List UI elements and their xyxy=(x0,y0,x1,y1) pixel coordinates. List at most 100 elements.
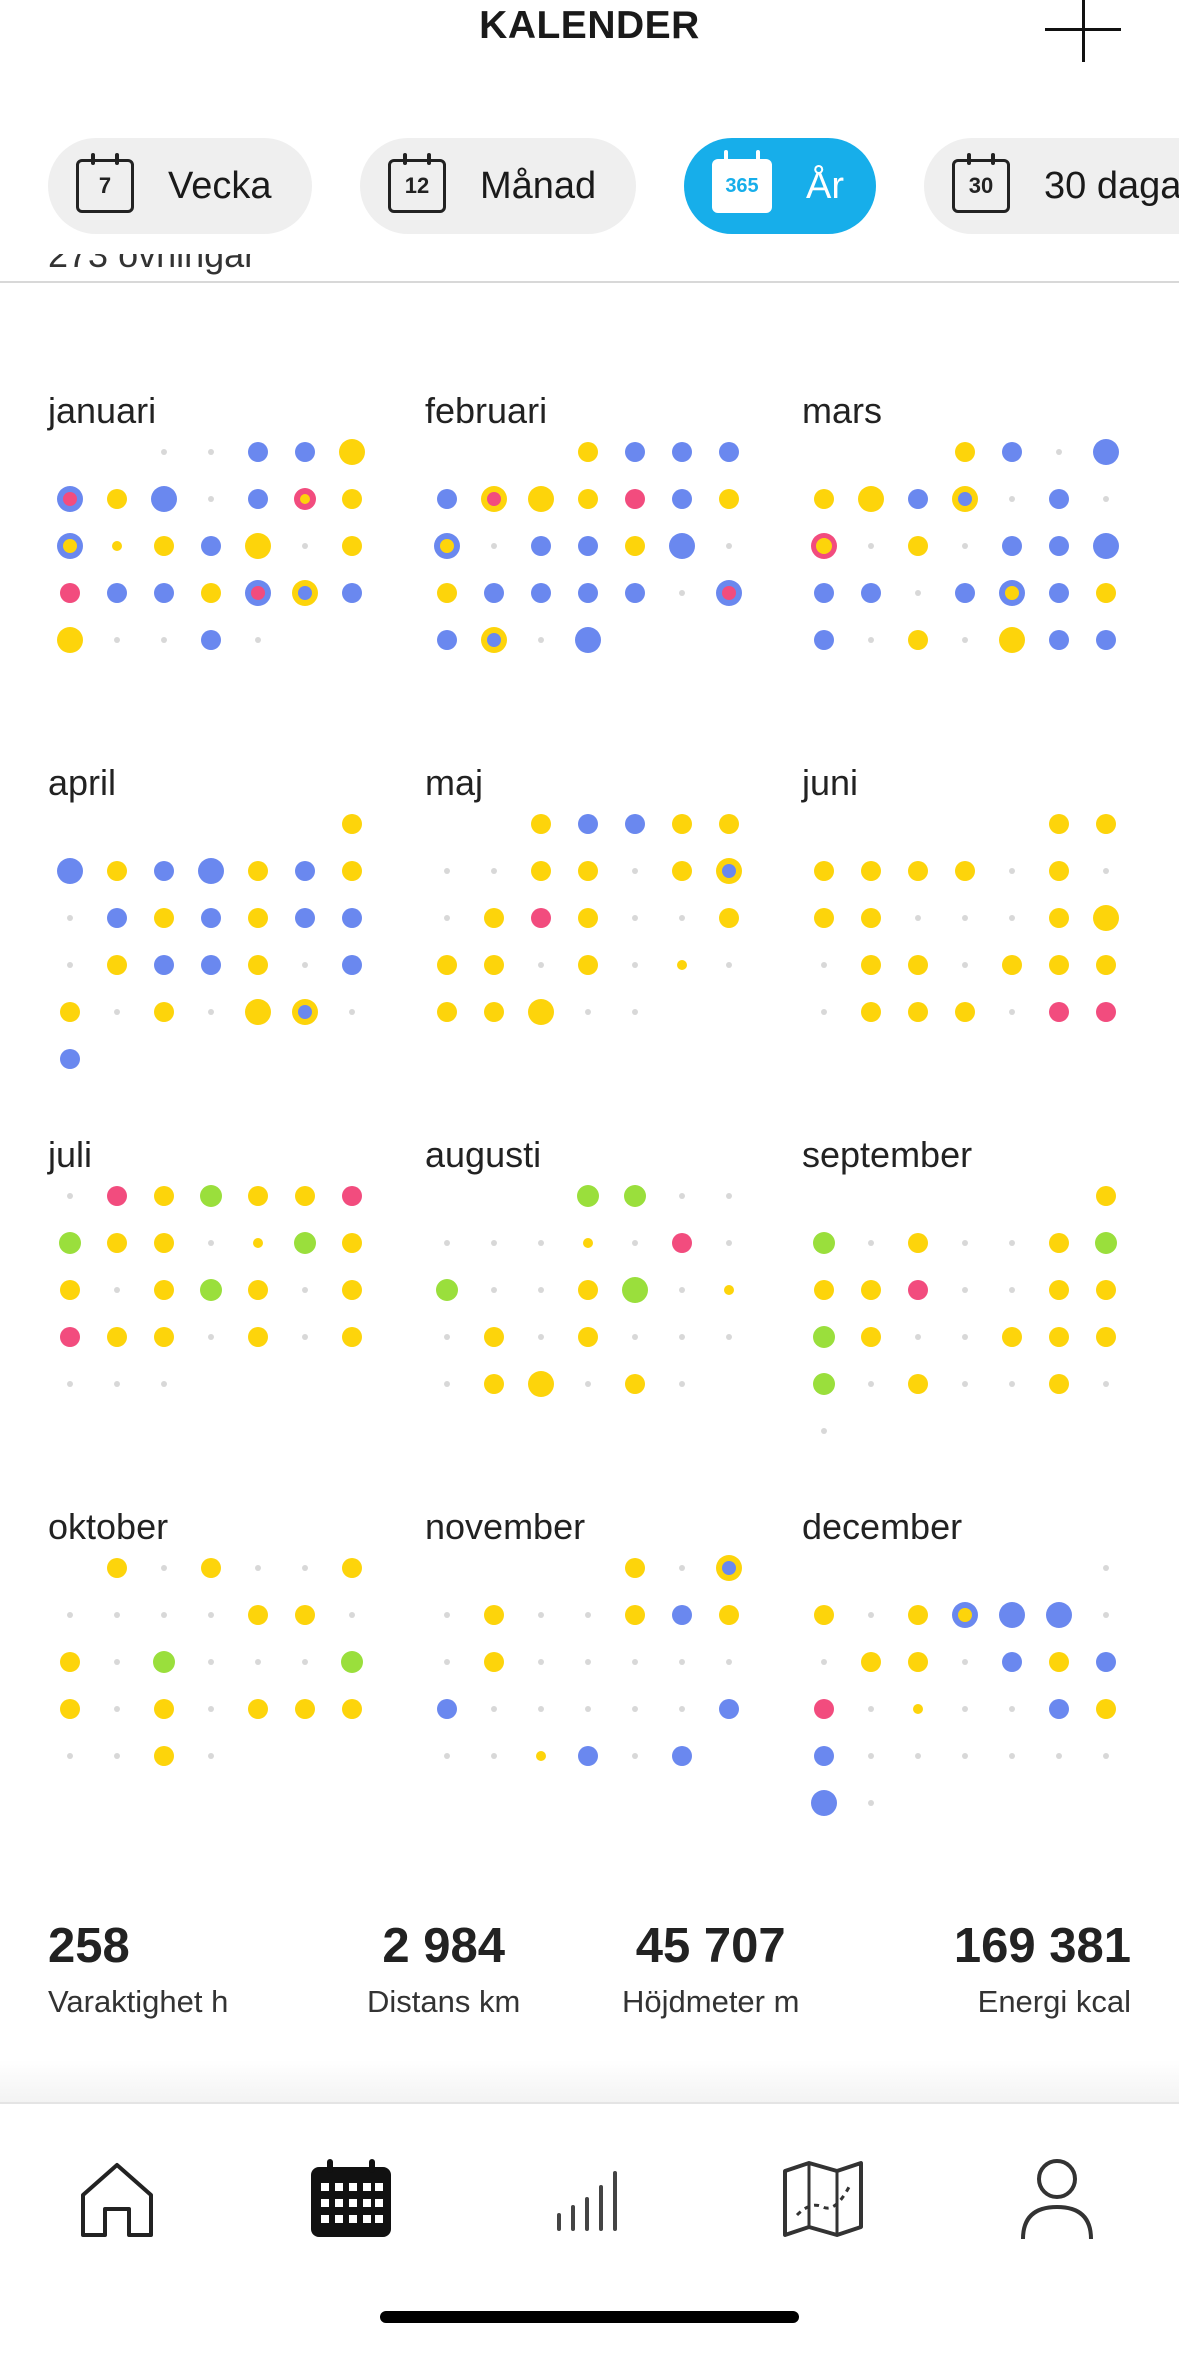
tab-year[interactable]: 365 År xyxy=(684,138,876,234)
day-dot[interactable] xyxy=(437,630,457,650)
day-dot[interactable] xyxy=(245,580,271,606)
day-dot[interactable] xyxy=(154,1280,174,1300)
day-dot[interactable] xyxy=(114,1612,120,1618)
day-dot[interactable] xyxy=(578,955,598,975)
day-dot[interactable] xyxy=(484,1002,504,1022)
day-dot[interactable] xyxy=(484,1605,504,1625)
day-dot[interactable] xyxy=(208,1612,214,1618)
day-dot[interactable] xyxy=(578,1280,598,1300)
day-dot[interactable] xyxy=(679,1193,685,1199)
day-dot[interactable] xyxy=(1049,489,1069,509)
day-dot[interactable] xyxy=(248,1186,268,1206)
day-dot[interactable] xyxy=(302,962,308,968)
day-dot[interactable] xyxy=(342,489,362,509)
month-juni[interactable]: juni xyxy=(802,762,1132,1062)
day-dot[interactable] xyxy=(437,1002,457,1022)
day-dot[interactable] xyxy=(1002,536,1022,556)
day-dot[interactable] xyxy=(813,1373,835,1395)
day-dot[interactable] xyxy=(1096,1280,1116,1300)
day-dot[interactable] xyxy=(811,1790,837,1816)
day-dot[interactable] xyxy=(107,1186,127,1206)
day-dot[interactable] xyxy=(255,637,261,643)
day-dot[interactable] xyxy=(444,1240,450,1246)
day-dot[interactable] xyxy=(952,486,978,512)
day-dot[interactable] xyxy=(814,1746,834,1766)
day-dot[interactable] xyxy=(154,536,174,556)
day-dot[interactable] xyxy=(625,1605,645,1625)
day-dot[interactable] xyxy=(484,955,504,975)
day-dot[interactable] xyxy=(1009,1009,1015,1015)
day-dot[interactable] xyxy=(1095,1232,1117,1254)
day-dot[interactable] xyxy=(632,1659,638,1665)
day-dot[interactable] xyxy=(437,583,457,603)
day-dot[interactable] xyxy=(1009,1381,1015,1387)
day-dot[interactable] xyxy=(585,1612,591,1618)
day-dot[interactable] xyxy=(583,1238,593,1248)
day-dot[interactable] xyxy=(1103,868,1109,874)
day-dot[interactable] xyxy=(60,1002,80,1022)
day-dot[interactable] xyxy=(114,1753,120,1759)
day-dot[interactable] xyxy=(622,1277,648,1303)
day-dot[interactable] xyxy=(114,1009,120,1015)
day-dot[interactable] xyxy=(444,1753,450,1759)
day-dot[interactable] xyxy=(1103,496,1109,502)
day-dot[interactable] xyxy=(295,1699,315,1719)
day-dot[interactable] xyxy=(1002,955,1022,975)
day-dot[interactable] xyxy=(538,1240,544,1246)
day-dot[interactable] xyxy=(200,1279,222,1301)
day-dot[interactable] xyxy=(1009,1287,1015,1293)
day-dot[interactable] xyxy=(302,1565,308,1571)
day-dot[interactable] xyxy=(248,955,268,975)
day-dot[interactable] xyxy=(1049,1280,1069,1300)
day-dot[interactable] xyxy=(625,489,645,509)
day-dot[interactable] xyxy=(295,1605,315,1625)
month-mars[interactable]: mars xyxy=(802,390,1132,690)
day-dot[interactable] xyxy=(625,1374,645,1394)
day-dot[interactable] xyxy=(1049,1652,1069,1672)
day-dot[interactable] xyxy=(538,1659,544,1665)
day-dot[interactable] xyxy=(342,814,362,834)
month-september[interactable]: september xyxy=(802,1134,1132,1434)
nav-calendar[interactable] xyxy=(306,2154,396,2244)
day-dot[interactable] xyxy=(208,496,214,502)
day-dot[interactable] xyxy=(814,1280,834,1300)
day-dot[interactable] xyxy=(248,1327,268,1347)
day-dot[interactable] xyxy=(201,955,221,975)
day-dot[interactable] xyxy=(294,1232,316,1254)
day-dot[interactable] xyxy=(107,583,127,603)
day-dot[interactable] xyxy=(578,908,598,928)
day-dot[interactable] xyxy=(1096,583,1116,603)
day-dot[interactable] xyxy=(528,486,554,512)
day-dot[interactable] xyxy=(107,908,127,928)
day-dot[interactable] xyxy=(632,1009,638,1015)
day-dot[interactable] xyxy=(672,814,692,834)
day-dot[interactable] xyxy=(1049,1699,1069,1719)
day-dot[interactable] xyxy=(1096,1327,1116,1347)
day-dot[interactable] xyxy=(679,915,685,921)
day-dot[interactable] xyxy=(201,536,221,556)
day-dot[interactable] xyxy=(342,1280,362,1300)
day-dot[interactable] xyxy=(161,1565,167,1571)
day-dot[interactable] xyxy=(999,627,1025,653)
day-dot[interactable] xyxy=(208,1334,214,1340)
day-dot[interactable] xyxy=(201,583,221,603)
day-dot[interactable] xyxy=(726,1193,732,1199)
day-dot[interactable] xyxy=(962,915,968,921)
day-dot[interactable] xyxy=(716,1555,742,1581)
day-dot[interactable] xyxy=(444,1334,450,1340)
day-dot[interactable] xyxy=(726,1659,732,1665)
day-dot[interactable] xyxy=(578,814,598,834)
day-dot[interactable] xyxy=(1046,1602,1072,1628)
day-dot[interactable] xyxy=(114,1706,120,1712)
day-dot[interactable] xyxy=(1049,861,1069,881)
day-dot[interactable] xyxy=(861,1002,881,1022)
day-dot[interactable] xyxy=(294,488,316,510)
day-dot[interactable] xyxy=(861,1280,881,1300)
day-dot[interactable] xyxy=(531,814,551,834)
day-dot[interactable] xyxy=(538,1706,544,1712)
day-dot[interactable] xyxy=(255,1659,261,1665)
day-dot[interactable] xyxy=(578,583,598,603)
day-dot[interactable] xyxy=(677,960,687,970)
day-dot[interactable] xyxy=(292,999,318,1025)
day-dot[interactable] xyxy=(1096,1002,1116,1022)
